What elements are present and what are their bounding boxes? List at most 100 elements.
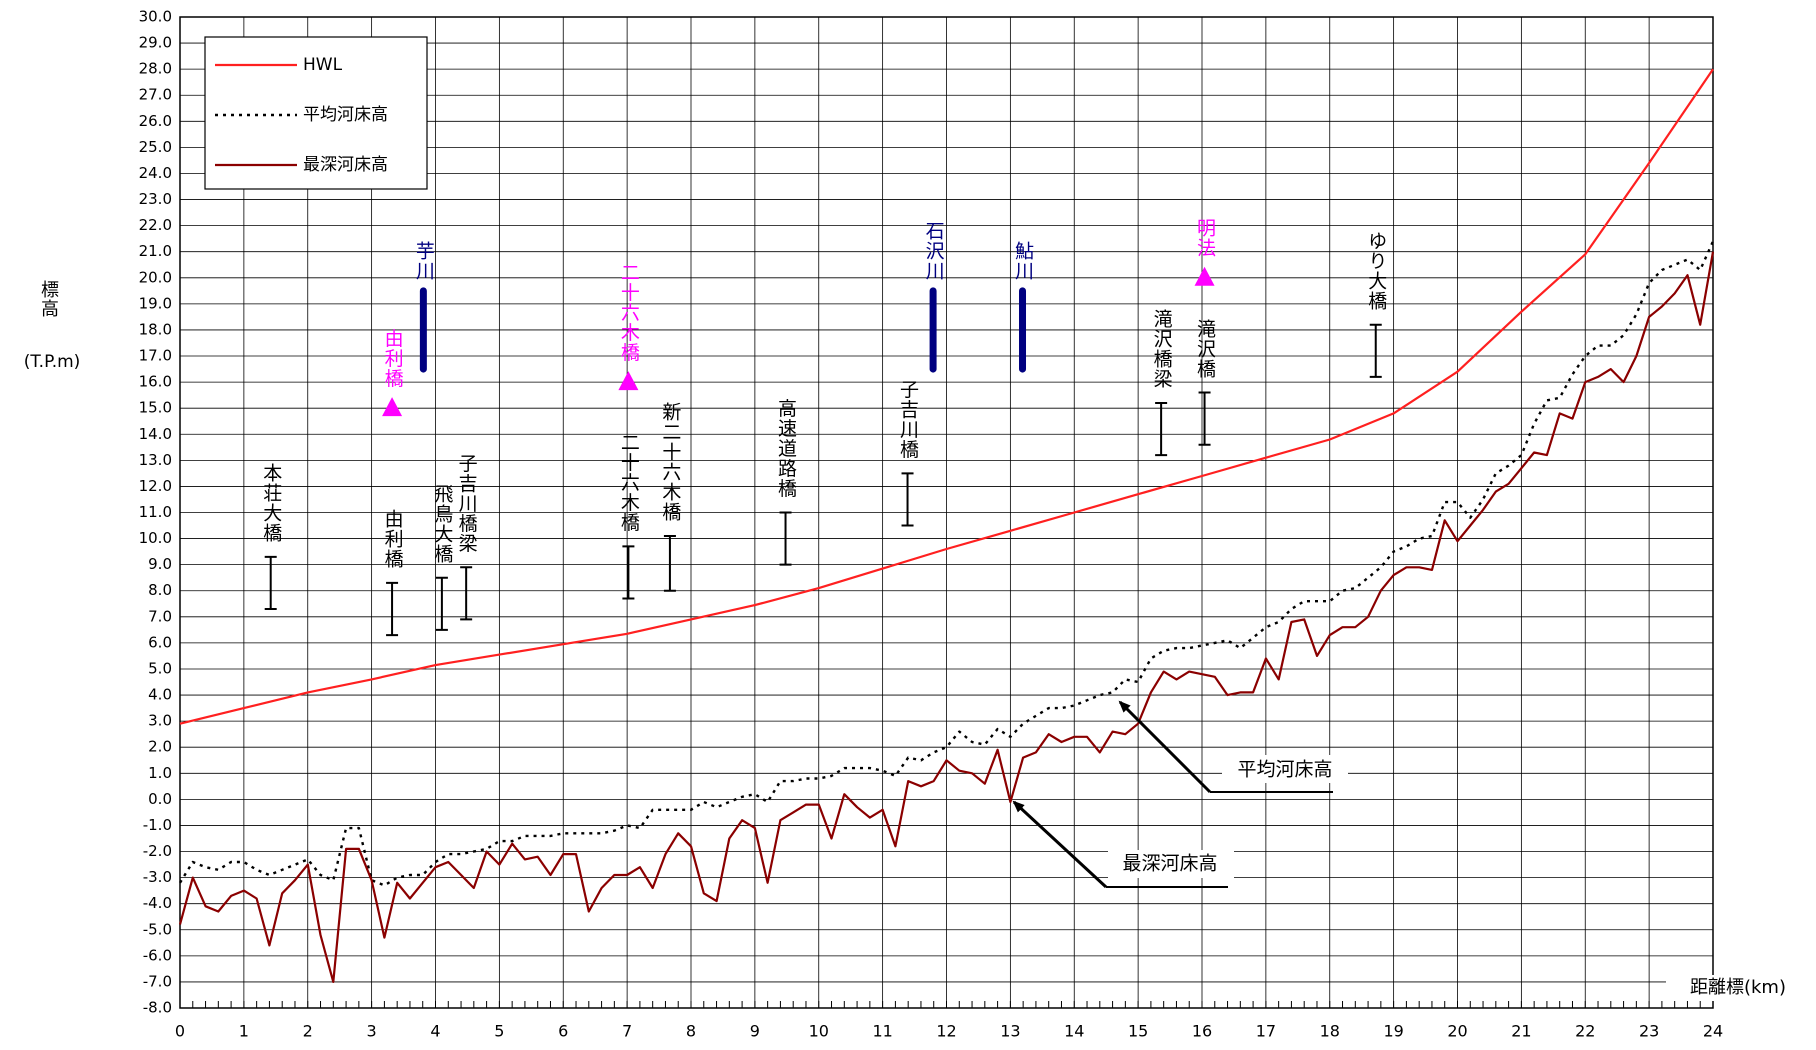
x-tick-label: 14 [1064, 1022, 1084, 1041]
bridge-range [1198, 391, 1211, 446]
x-tick-label: 16 [1192, 1022, 1212, 1041]
grid-layer: -8.0 -7.0 -6.0 -5.0 -4.0 -3.0 -2.0 -1.0 0.0 1.0 2.… [139, 8, 1724, 1041]
bridge-label: 子吉川橋梁 [456, 453, 478, 553]
x-tick-label: 5 [494, 1022, 504, 1041]
y-tick-label: 26.0 [139, 112, 172, 130]
y-tick-label: 14.0 [139, 425, 172, 443]
bridge-range [460, 566, 473, 621]
x-tick-label: 3 [367, 1022, 377, 1041]
landmark-label: 由利橋 [382, 328, 404, 388]
annotation-label: 最深河床高 [1122, 853, 1217, 875]
y-tick-label: 25.0 [139, 138, 172, 156]
plot-frame [179, 16, 1714, 1009]
y-tick-label: 27.0 [139, 86, 172, 104]
y-tick-label: 21.0 [139, 242, 172, 260]
y-tick-label: 17.0 [139, 347, 172, 365]
y-tick-label: 15.0 [139, 399, 172, 417]
y-tick-label: 10.0 [139, 529, 172, 547]
bridge-label: 子吉川橋 [897, 379, 919, 459]
annotation-arrow [1118, 700, 1212, 794]
y-tick-label: -7.0 [143, 972, 172, 990]
y-tick-label: 29.0 [139, 34, 172, 52]
y-tick-label: 12.0 [139, 477, 172, 495]
bridge-range [779, 511, 792, 566]
y-tick-label: 0.0 [148, 790, 172, 808]
bridge-range [1155, 401, 1168, 457]
x-tick-label: 20 [1447, 1022, 1467, 1041]
x-tick-label: 22 [1575, 1022, 1595, 1041]
y-tick-label: -3.0 [143, 868, 172, 886]
landmark-marker [1194, 266, 1215, 286]
y-tick-label: 19.0 [139, 294, 172, 312]
landmark-label: 二十六木橋 [618, 262, 640, 362]
bridge-label: 由利橋 [382, 509, 404, 569]
y-tick-label: 2.0 [148, 738, 172, 756]
y-tick-label: 20.0 [139, 268, 172, 286]
x-tick-label: 10 [809, 1022, 829, 1041]
annotation-label: 平均河床高 [1237, 759, 1332, 781]
x-tick-label: 0 [175, 1022, 185, 1041]
x-tick-label: 9 [750, 1022, 760, 1041]
annotation-arrow [1012, 800, 1108, 889]
y-tick-label: 3.0 [148, 712, 172, 730]
y-tick-label: -2.0 [143, 842, 172, 860]
y-tick-label: 28.0 [139, 60, 172, 78]
x-tick-label: 19 [1383, 1022, 1403, 1041]
y-tick-label: -6.0 [143, 946, 172, 964]
y-tick-label: -5.0 [143, 920, 172, 938]
x-tick-label: 1 [239, 1022, 249, 1041]
y-tick-label: 22.0 [139, 216, 172, 234]
x-tick-label: 2 [303, 1022, 313, 1041]
bridge-range [663, 534, 676, 592]
legend-label: 最深河床高 [303, 155, 388, 175]
bridge-label: 新二十六木橋 [659, 402, 681, 522]
legend-box [204, 36, 428, 190]
y-tick-label: 18.0 [139, 320, 172, 338]
landmark-label: 明法 [1194, 218, 1216, 258]
y-tick-label: 23.0 [139, 190, 172, 208]
y-tick-label: 24.0 [139, 164, 172, 182]
tributary-label: 芋川 [413, 241, 435, 281]
landmark-marker [382, 397, 403, 417]
x-tick-label: 18 [1320, 1022, 1340, 1041]
y-tick-label: 16.0 [139, 373, 172, 391]
y-tick-label: 11.0 [139, 503, 172, 521]
bridge-label: 二十六木橋 [618, 432, 640, 532]
y-tick-label: 5.0 [148, 659, 172, 677]
data-layer: 本荘大橋 由利橋 飛鳥大橋 子吉川橋梁 二十六木橋 新二十六木橋 高速道路橋 子吉川橋滝沢橋梁… [178, 68, 1715, 984]
x-tick-label: 12 [936, 1022, 956, 1041]
bridge-label: 滝沢橋梁 [1151, 309, 1173, 389]
y-tick-label: 6.0 [148, 633, 172, 651]
bridge-label: 本荘大橋 [260, 463, 282, 543]
x-label-background [1666, 975, 1812, 1001]
y-tick-label: -8.0 [143, 999, 172, 1017]
x-tick-label: 24 [1703, 1022, 1723, 1041]
legend-label: 平均河床高 [303, 105, 388, 125]
y-axis-unit: (T.P.m) [24, 352, 81, 372]
landmark-marker [618, 371, 639, 391]
annotation-background [1108, 850, 1234, 878]
x-tick-label: 7 [622, 1022, 632, 1041]
legend-label: HWL [303, 55, 343, 75]
x-axis-label: 距離標(km) [1690, 977, 1786, 998]
y-tick-label: 9.0 [148, 555, 172, 573]
y-tick-label: 7.0 [148, 607, 172, 625]
x-tick-label: 23 [1639, 1022, 1659, 1041]
series-line [179, 68, 1714, 725]
y-tick-label: 1.0 [148, 764, 172, 782]
y-tick-label: -4.0 [143, 894, 172, 912]
bridge-label: ゆり大橋 [1365, 231, 1387, 311]
bridge-range [901, 472, 914, 527]
x-tick-label: 15 [1128, 1022, 1148, 1041]
bridge-range [622, 545, 635, 600]
x-tick-label: 13 [1000, 1022, 1020, 1041]
y-tick-label: 30.0 [139, 8, 172, 26]
y-axis-label: 標高 [38, 280, 59, 318]
y-tick-label: 13.0 [139, 451, 172, 469]
tributary-label: 石沢川 [923, 221, 945, 281]
overlay-layer: 距離標(km) 標高 (T.P.m) 平均河床高 最深河床高 [24, 280, 1812, 1001]
